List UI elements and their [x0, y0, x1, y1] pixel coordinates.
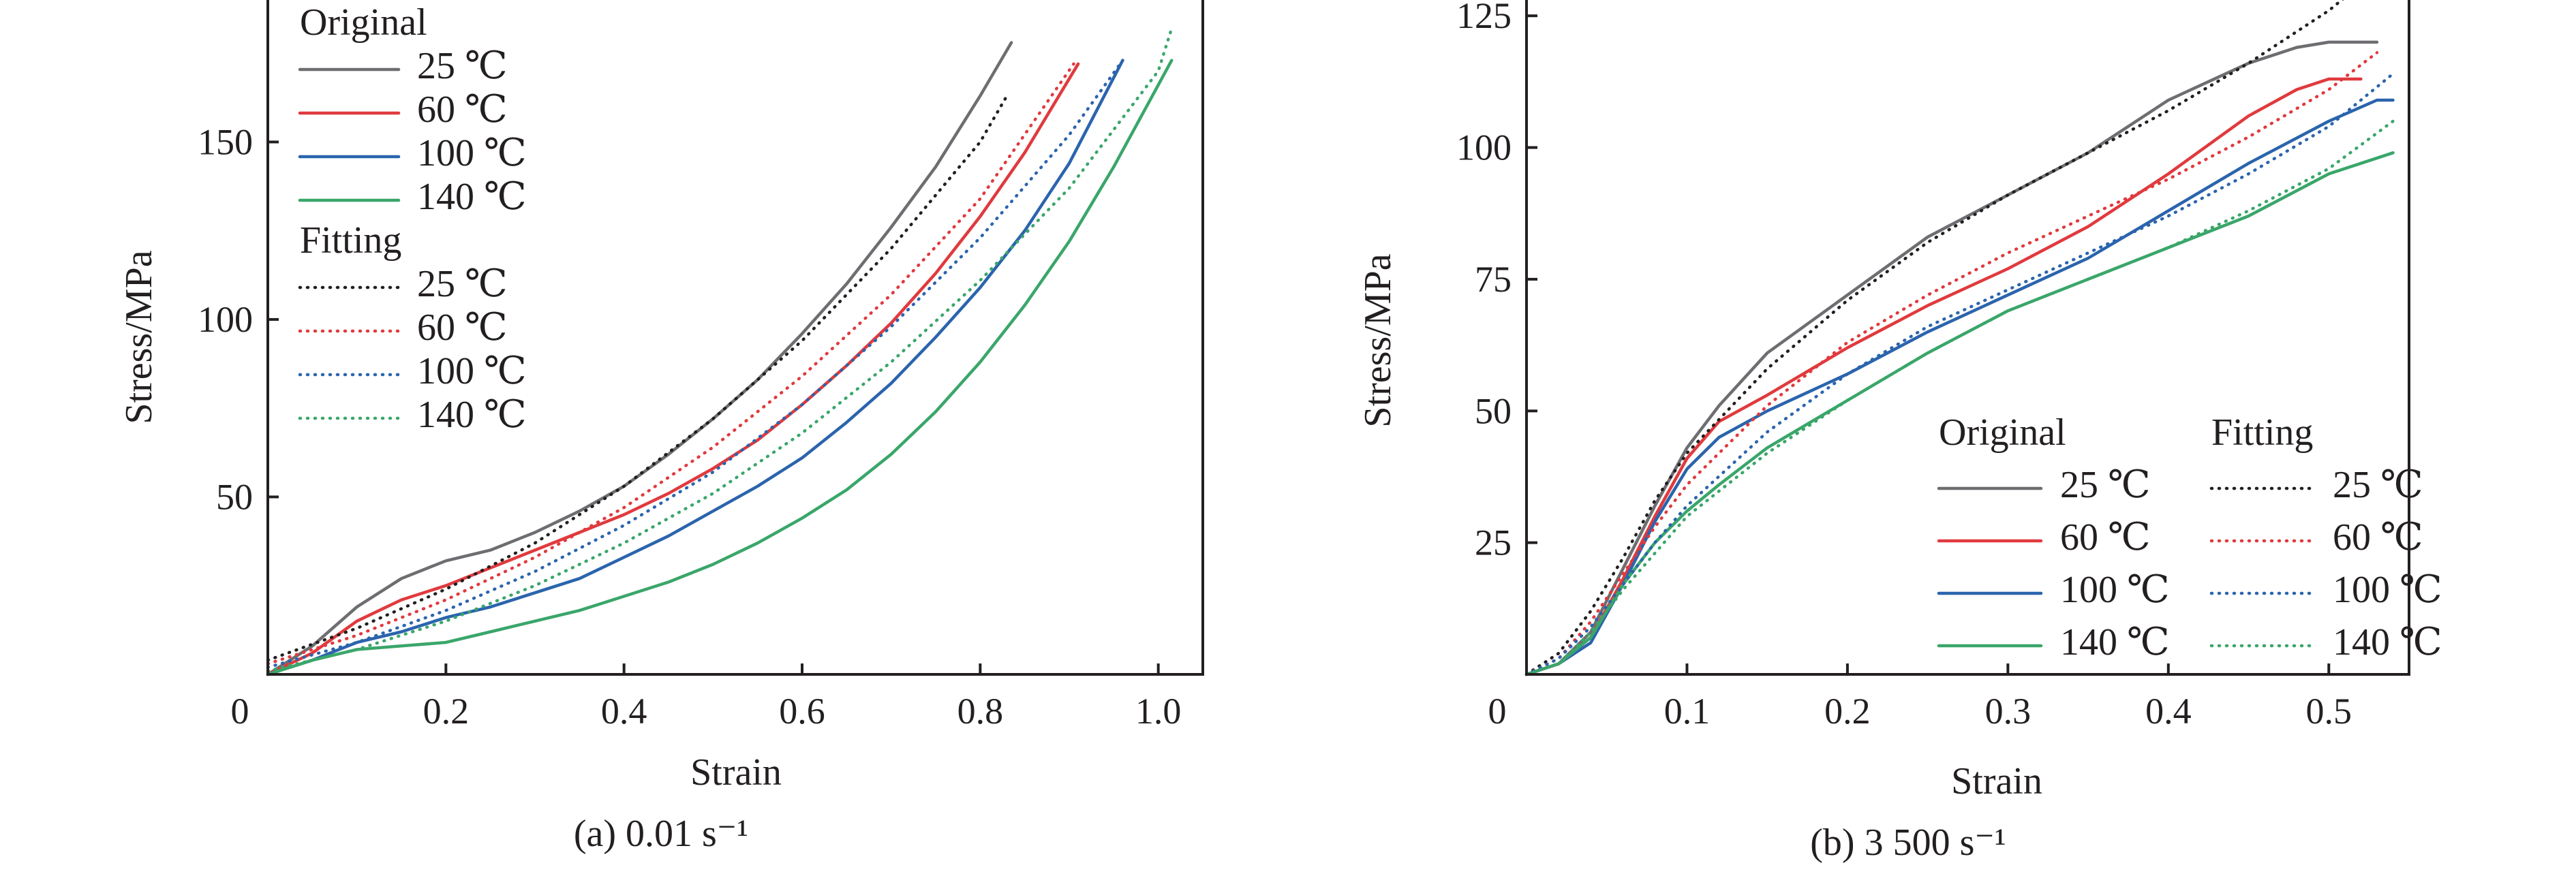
y-tick-label: 100 — [198, 299, 253, 340]
legend-group-title: Original — [300, 1, 427, 44]
legend: Original 25 ℃ 60 ℃ 100 ℃ 140 ℃ Fitting 25 ℃ 60 … — [1937, 411, 2442, 663]
y-tick-label: 125 — [1456, 0, 1512, 36]
legend-label-fitting-60-c: 60 ℃ — [2333, 516, 2423, 559]
x-tick-label: 0.6 — [779, 691, 825, 732]
legend-label-original-60-c: 60 ℃ — [417, 89, 508, 131]
legend-label-fitting-100-c: 100 ℃ — [417, 350, 527, 392]
legend-group-title: Original — [1939, 411, 2066, 454]
series-line-original-25-c — [1524, 40, 2379, 676]
x-tick-label: 1.0 — [1135, 691, 1182, 732]
series-line-original-100-c — [266, 59, 1124, 676]
series-line-fitting-60-c — [266, 62, 1075, 666]
x-tick-label: 0.4 — [601, 691, 647, 732]
x-tick-label: 0.5 — [2306, 691, 2352, 732]
x-tick-label: 0.1 — [1664, 691, 1711, 732]
x-tick-label: 0.2 — [423, 691, 470, 732]
series-line-original-140-c — [266, 59, 1174, 676]
series-line-fitting-60-c — [1524, 51, 2379, 676]
y-tick-label: 150 — [198, 121, 253, 162]
series-line-fitting-25-c — [1524, 0, 2344, 676]
x-tick-label: 0.8 — [957, 691, 1004, 732]
legend-label-fitting-60-c: 60 ℃ — [417, 307, 508, 349]
series-line-fitting-100-c — [266, 59, 1124, 669]
series-line-fitting-140-c — [1524, 119, 2395, 676]
y-tick-label: 25 — [1475, 522, 1512, 563]
x-axis-label: Strain — [690, 751, 782, 794]
x-tick-label: 0 — [1488, 691, 1507, 732]
series-line-fitting-100-c — [1524, 72, 2395, 676]
plot-frame — [266, 0, 1204, 676]
legend-label-original-25-c: 25 ℃ — [2060, 464, 2151, 506]
series-line-original-60-c — [266, 62, 1080, 676]
panel-a-stress-strain-chart: 0 0.2 0.4 0.6 0.8 1.0 50 100 150 Strain Stress/MPa… — [118, 0, 1204, 855]
x-tick-label: 0.4 — [2145, 691, 2192, 732]
legend-label-fitting-140-c: 140 ℃ — [2333, 621, 2442, 663]
x-tick-label: 0.2 — [1824, 691, 1871, 732]
y-axis-label: Stress/MPa — [118, 250, 160, 424]
series-line-original-60-c — [1524, 77, 2363, 676]
series-line-fitting-140-c — [266, 27, 1174, 673]
panel-b-stress-strain-chart: 0 0.1 0.2 0.3 0.4 0.5 25 50 75 100 125 Strain Stress… — [1357, 0, 2442, 864]
legend-label-fitting-140-c: 140 ℃ — [417, 394, 527, 436]
legend-label-fitting-25-c: 25 ℃ — [417, 263, 508, 305]
y-tick-label: 75 — [1475, 259, 1512, 300]
legend-label-fitting-100-c: 100 ℃ — [2333, 569, 2442, 611]
x-tick-label: 0.3 — [1985, 691, 2031, 732]
x-tick-label: 0 — [231, 691, 249, 732]
series-group — [266, 27, 1174, 676]
x-axis-label: Strain — [1951, 760, 2042, 802]
series-group — [1524, 0, 2395, 676]
figure-caption: (b) 3 500 s⁻¹ — [1810, 822, 2006, 864]
legend-label-original-100-c: 100 ℃ — [417, 132, 527, 174]
legend-label-original-25-c: 25 ℃ — [417, 45, 508, 87]
series-line-original-25-c — [266, 41, 1013, 676]
legend-label-original-140-c: 140 ℃ — [417, 176, 527, 218]
series-line-original-100-c — [1524, 98, 2395, 676]
plot-frame — [1525, 0, 2410, 676]
legend-label-original-140-c: 140 ℃ — [2060, 621, 2170, 663]
series-line-fitting-25-c — [266, 94, 1009, 662]
y-tick-label: 50 — [216, 476, 253, 517]
legend-group-title: Fitting — [2211, 411, 2313, 454]
y-axis-label: Stress/MPa — [1357, 253, 1399, 427]
legend-label-original-100-c: 100 ℃ — [2060, 569, 2170, 611]
legend-group-title: Fitting — [300, 219, 401, 262]
legend-label-fitting-25-c: 25 ℃ — [2333, 464, 2423, 506]
y-tick-label: 100 — [1456, 127, 1512, 168]
y-tick-label: 50 — [1475, 390, 1512, 431]
legend-label-original-60-c: 60 ℃ — [2060, 516, 2151, 559]
figure-caption: (a) 0.01 s⁻¹ — [574, 813, 748, 855]
